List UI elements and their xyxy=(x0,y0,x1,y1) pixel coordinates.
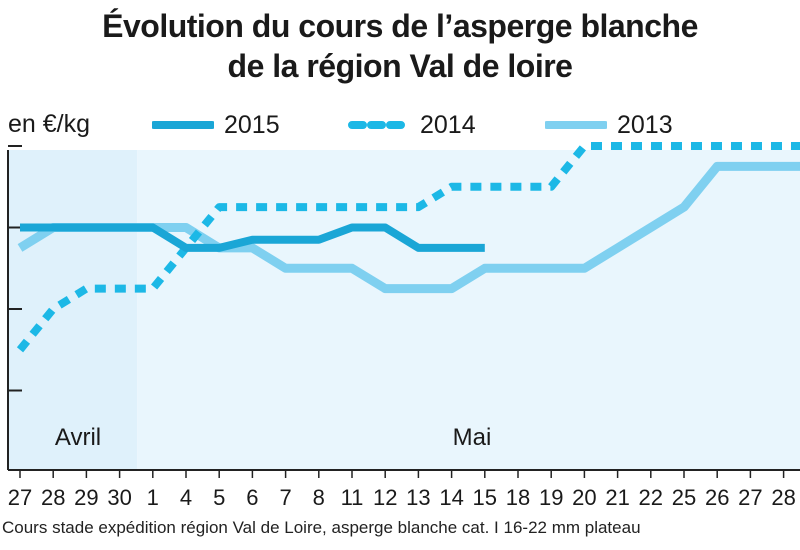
x-tick-label: 15 xyxy=(473,485,497,510)
legend-label-2014: 2014 xyxy=(420,110,476,139)
x-tick-label: 21 xyxy=(605,485,629,510)
x-tick-label: 13 xyxy=(406,485,430,510)
x-tick-label: 11 xyxy=(341,485,364,510)
x-tick-label: 27 xyxy=(738,485,762,510)
x-tick-label: 1 xyxy=(147,485,159,510)
x-tick-label: 26 xyxy=(705,485,729,510)
month-label: Avril xyxy=(55,424,101,451)
x-tick-label: 7 xyxy=(279,485,291,510)
x-tick-label: 4 xyxy=(180,485,192,510)
x-tick-label: 22 xyxy=(639,485,663,510)
x-tick-label: 12 xyxy=(373,485,397,510)
legend-swatch-2015 xyxy=(152,121,214,129)
x-tick-label: 18 xyxy=(506,485,530,510)
series-line-2014 xyxy=(16,142,800,353)
x-tick-label: 25 xyxy=(672,485,696,510)
x-tick-label: 30 xyxy=(107,485,131,510)
may-background xyxy=(137,150,800,470)
chart-title-line2: de la région Val de loire xyxy=(227,48,573,84)
x-tick-label: 6 xyxy=(246,485,258,510)
x-tick-label: 28 xyxy=(41,485,65,510)
y-unit-label: en €/kg xyxy=(8,110,91,138)
x-tick-label: 28 xyxy=(771,485,795,510)
chart-title-line1: Évolution du cours de l’asperge blanche xyxy=(102,8,698,44)
april-background xyxy=(8,150,138,470)
month-label: Mai xyxy=(453,424,492,451)
legend-item-2013: 2013 xyxy=(545,110,673,140)
x-tick-label: 20 xyxy=(572,485,596,510)
footnote: Cours stade expédition région Val de Loi… xyxy=(2,518,641,537)
x-tick-label: 29 xyxy=(74,485,98,510)
legend-label-2013: 2013 xyxy=(617,110,673,139)
x-tick-label: 27 xyxy=(8,485,32,510)
x-tick-label: 14 xyxy=(439,485,463,510)
legend-item-2015: 2015 xyxy=(152,110,280,140)
x-tick-label: 8 xyxy=(313,485,325,510)
legend-item-2014: 2014 xyxy=(348,110,476,140)
legend-label-2015: 2015 xyxy=(224,110,280,139)
x-tick-label: 5 xyxy=(213,485,225,510)
legend-swatch-2014 xyxy=(348,121,410,129)
chart-title: Évolution du cours de l’asperge blanche … xyxy=(0,6,800,86)
x-tick-label: 19 xyxy=(539,485,563,510)
legend-swatch-2013 xyxy=(545,121,607,129)
series-line-2015 xyxy=(20,223,485,252)
